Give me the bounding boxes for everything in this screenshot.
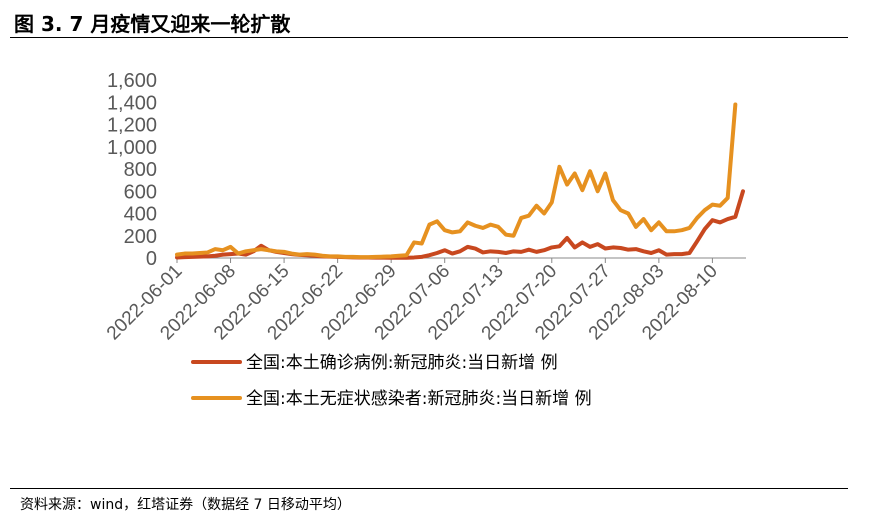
figure-title: 图 3. 7 月疫情又迎来一轮扩散	[14, 12, 291, 36]
y-tick-label: 600	[124, 181, 157, 203]
x-axis: 2022-06-012022-06-082022-06-152022-06-22…	[103, 257, 746, 344]
y-tick-label: 800	[124, 159, 157, 181]
source-rule	[10, 488, 848, 489]
legend-label-2: 全国:本土无症状感染者:新冠肺炎:当日新增 例	[246, 389, 592, 409]
y-tick-label: 0	[146, 248, 157, 270]
y-tick-label: 400	[124, 204, 157, 226]
series-layer	[175, 102, 745, 260]
source-note: 资料来源：wind，红塔证券（数据经 7 日移动平均）	[20, 497, 351, 513]
series-line-2	[175, 102, 738, 260]
title-rule	[10, 37, 848, 38]
y-tick-label: 1,200	[107, 115, 157, 137]
y-tick-label: 1,600	[107, 70, 157, 92]
y-tick-label: 1,400	[107, 92, 157, 114]
legend-label-1: 全国:本土确诊病例:新冠肺炎:当日新增 例	[246, 353, 558, 373]
y-tick-label: 1,000	[107, 137, 157, 159]
y-tick-label: 200	[124, 226, 157, 248]
legend: 全国:本土确诊病例:新冠肺炎:当日新增 例全国:本土无症状感染者:新冠肺炎:当日…	[191, 353, 592, 409]
